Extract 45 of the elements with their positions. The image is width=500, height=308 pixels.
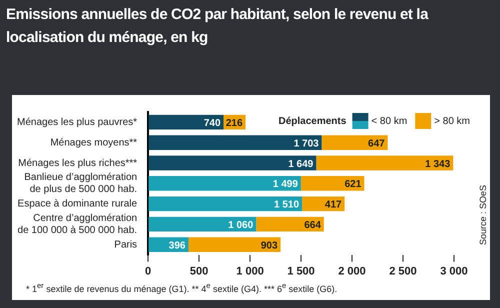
x-tick-label: 1 000 — [236, 265, 264, 278]
y-tick-label: Espace à dominante rurale — [18, 198, 138, 210]
data-label: 216 — [226, 118, 243, 129]
x-tick-label: 1 500 — [287, 265, 315, 278]
y-tick-label: Ménages moyens** — [50, 137, 138, 148]
data-label: 621 — [344, 179, 362, 190]
legend-label: > 80 km — [434, 116, 470, 127]
data-label: 1 649 — [288, 158, 314, 170]
bar — [148, 176, 301, 191]
data-label: 647 — [368, 138, 386, 150]
data-label: 1 510 — [274, 200, 300, 211]
bar — [316, 156, 454, 170]
bar — [148, 156, 316, 170]
bar — [188, 237, 281, 252]
bar — [148, 196, 302, 212]
x-tick-label: 0 — [145, 265, 152, 278]
data-label: 1 343 — [425, 158, 451, 170]
data-label: 1 060 — [228, 220, 254, 231]
y-tick-label: Ménages les plus pauvres* — [16, 116, 138, 128]
data-label: 740 — [204, 118, 221, 129]
bar — [322, 135, 388, 150]
y-tick-label: Paris — [114, 239, 138, 250]
data-label: 903 — [260, 240, 278, 252]
x-tick-label: 500 — [190, 265, 208, 278]
data-label: 1 703 — [294, 138, 320, 150]
y-tick-label: Banlieue d’agglomération de plus de 500 000 hab. — [24, 172, 138, 196]
data-label: 664 — [304, 220, 322, 231]
data-label: 417 — [324, 200, 342, 211]
text: * 1$^{er}$ sextile de revenus du ménage (G1). ** 4$^{e}$ sextile (G4). *** 6$^{e}$ sextile (G6). — [26, 281, 338, 294]
x-tick-label: 3 000 — [440, 265, 468, 278]
bar — [148, 135, 322, 150]
x-tick-label: 2 000 — [338, 265, 366, 278]
bar — [256, 216, 324, 232]
x-tick-label: 2 500 — [389, 265, 417, 278]
bar — [148, 216, 256, 232]
bar — [300, 176, 364, 191]
source-note: Source : SOeS — [478, 185, 488, 246]
y-tick-label: Centre d’agglomération de 100 000 à 500 000 hab. — [18, 212, 138, 236]
y-tick-label: Ménages les plus riches*** — [18, 158, 138, 169]
data-label: 1 499 — [272, 179, 298, 190]
legend-label: < 80 km — [371, 116, 408, 127]
bar — [148, 114, 224, 130]
data-label: 396 — [168, 240, 186, 252]
legend-title: Déplacements — [278, 116, 347, 127]
chart-title: Emissions annuelles de CO2 par habitant, selon le revenu et la localisation du ménage, en kg — [6, 5, 430, 48]
